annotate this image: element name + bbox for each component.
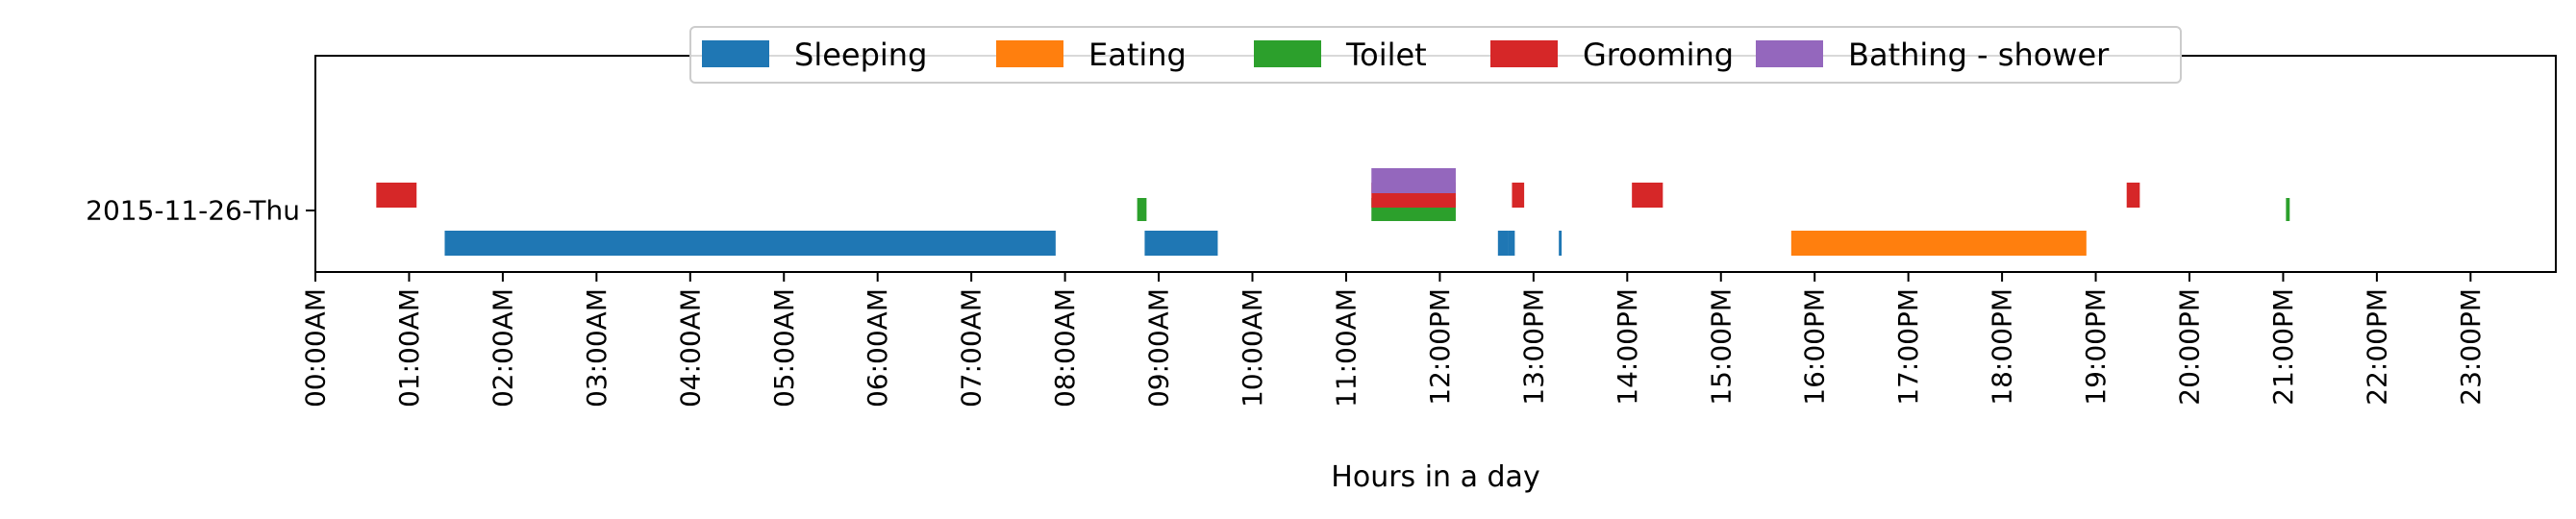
x-tick-label: 10:00AM (1237, 288, 1268, 408)
legend-label-toilet: Toilet (1345, 37, 1427, 73)
bar-grooming-0 (376, 183, 417, 208)
x-tick-label: 15:00PM (1705, 288, 1737, 406)
x-tick-label: 00:00AM (300, 288, 332, 408)
legend-label-sleeping: Sleeping (794, 37, 927, 73)
x-tick-label: 06:00AM (862, 288, 893, 408)
x-tick-label: 16:00PM (1799, 288, 1831, 406)
bar-eating-0 (1790, 231, 2087, 256)
bar-bathing-shower-0 (1371, 168, 1456, 193)
legend-label-eating: Eating (1088, 37, 1187, 73)
bar-grooming-2 (1512, 183, 1525, 208)
x-tick-label: 13:00PM (1517, 288, 1549, 406)
x-tick-label: 20:00PM (2174, 288, 2206, 406)
x-tick-label: 05:00AM (768, 288, 800, 408)
x-tick-label: 09:00AM (1143, 288, 1175, 408)
x-tick-label: 12:00PM (1424, 288, 1456, 406)
x-ticks-group: 00:00AM 01:00AM 02:00AM 03:00AM 04:00AM 05:00… (300, 272, 2487, 408)
x-tick-label: 18:00PM (1987, 288, 2018, 406)
x-tick-label: 03:00AM (581, 288, 613, 408)
bar-sleeping-3 (1508, 231, 1515, 256)
y-ticks-group: 2015-11-26-Thu (86, 195, 315, 227)
bar-grooming-3 (1632, 183, 1663, 208)
bar-sleeping-4 (1559, 231, 1563, 256)
legend-swatch-bathing-shower (1756, 40, 1823, 67)
bar-sleeping-0 (444, 231, 1056, 256)
bar-grooming-4 (2126, 183, 2140, 208)
bar-toilet-0 (1137, 198, 1147, 221)
bar-sleeping-1 (1144, 231, 1218, 256)
y-tick-label: 2015-11-26-Thu (86, 195, 300, 227)
legend-swatch-toilet (1254, 40, 1321, 67)
bar-sleeping-2 (1497, 231, 1509, 256)
x-tick-label: 22:00PM (2361, 288, 2392, 406)
legend: Sleeping Eating Toilet Grooming Bathing - sh… (689, 26, 2182, 84)
x-tick-label: 21:00PM (2267, 288, 2299, 406)
x-tick-label: 08:00AM (1049, 288, 1081, 408)
x-axis-label: Hours in a day (1331, 460, 1539, 494)
x-tick-label: 23:00PM (2455, 288, 2487, 406)
x-tick-label: 11:00AM (1330, 288, 1362, 408)
x-tick-label: 04:00AM (674, 288, 706, 408)
x-tick-label: 19:00PM (2080, 288, 2112, 406)
legend-label-grooming: Grooming (1583, 37, 1734, 73)
bars-group (376, 168, 2290, 256)
bar-toilet-2 (2286, 198, 2290, 221)
x-tick-label: 17:00PM (1892, 288, 1924, 406)
x-tick-label: 07:00AM (956, 288, 988, 408)
x-tick-label: 01:00AM (393, 288, 425, 408)
x-tick-label: 02:00AM (487, 288, 518, 408)
legend-label-bathing-shower: Bathing - shower (1848, 37, 2110, 73)
legend-swatch-eating (996, 40, 1063, 67)
x-tick-label: 14:00PM (1612, 288, 1643, 406)
legend-swatch-grooming (1490, 40, 1558, 67)
legend-swatch-sleeping (702, 40, 769, 67)
